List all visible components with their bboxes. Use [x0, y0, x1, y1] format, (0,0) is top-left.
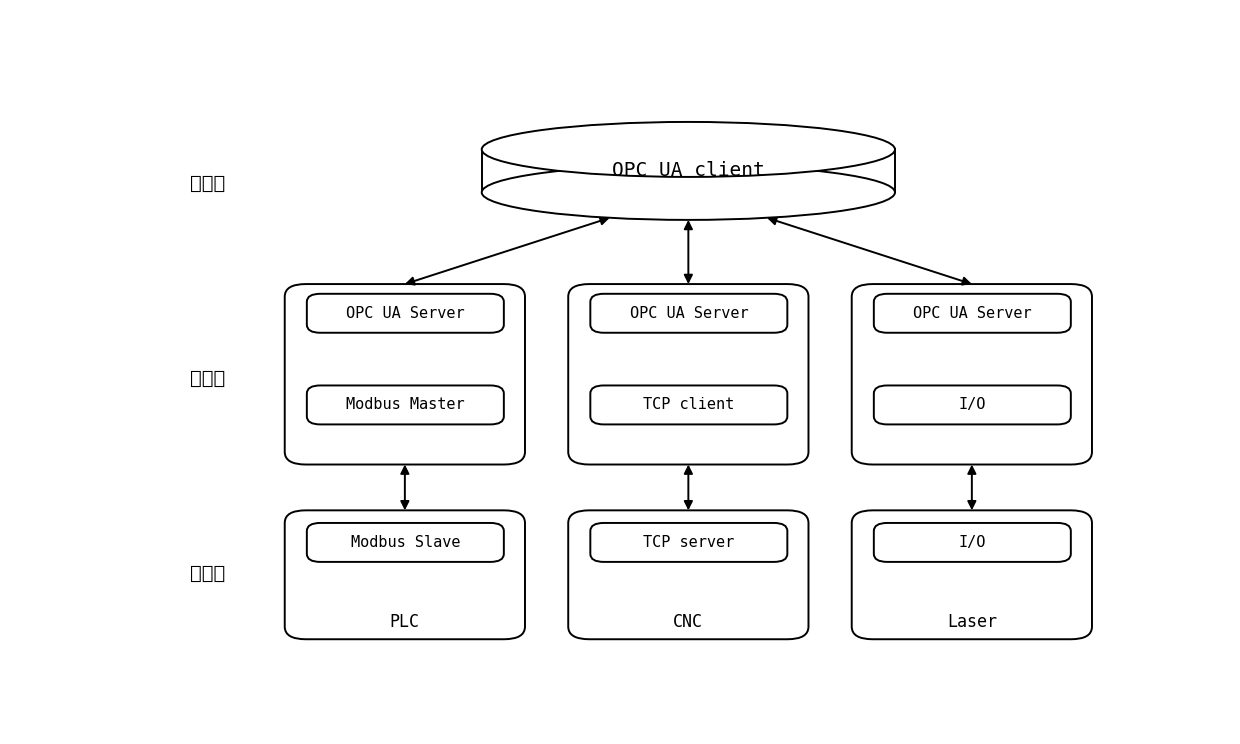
Ellipse shape — [481, 165, 895, 220]
Text: OPC UA client: OPC UA client — [613, 161, 765, 180]
Text: 设备层: 设备层 — [190, 564, 226, 583]
FancyBboxPatch shape — [874, 385, 1071, 424]
FancyBboxPatch shape — [852, 284, 1092, 464]
FancyBboxPatch shape — [590, 294, 787, 333]
FancyBboxPatch shape — [874, 294, 1071, 333]
Text: TCP client: TCP client — [644, 397, 734, 412]
FancyBboxPatch shape — [306, 523, 503, 562]
FancyBboxPatch shape — [590, 523, 787, 562]
Text: CNC: CNC — [673, 613, 703, 631]
Ellipse shape — [481, 122, 895, 177]
Text: Modbus Master: Modbus Master — [346, 397, 465, 412]
FancyBboxPatch shape — [285, 510, 525, 639]
Text: Laser: Laser — [947, 613, 997, 631]
Bar — [482, 150, 895, 193]
FancyBboxPatch shape — [852, 510, 1092, 639]
Text: OPC UA Server: OPC UA Server — [913, 306, 1032, 321]
FancyBboxPatch shape — [568, 284, 808, 464]
Text: 转换层: 转换层 — [190, 369, 226, 388]
Text: Modbus Slave: Modbus Slave — [351, 535, 460, 550]
FancyBboxPatch shape — [285, 284, 525, 464]
FancyBboxPatch shape — [568, 510, 808, 639]
Text: I/O: I/O — [959, 535, 986, 550]
Text: OPC UA Server: OPC UA Server — [630, 306, 748, 321]
Text: OPC UA Server: OPC UA Server — [346, 306, 465, 321]
Text: I/O: I/O — [959, 397, 986, 412]
Text: 网络层: 网络层 — [190, 174, 226, 193]
FancyBboxPatch shape — [306, 294, 503, 333]
FancyBboxPatch shape — [590, 385, 787, 424]
FancyBboxPatch shape — [874, 523, 1071, 562]
Text: PLC: PLC — [389, 613, 420, 631]
FancyBboxPatch shape — [306, 385, 503, 424]
Text: TCP server: TCP server — [644, 535, 734, 550]
